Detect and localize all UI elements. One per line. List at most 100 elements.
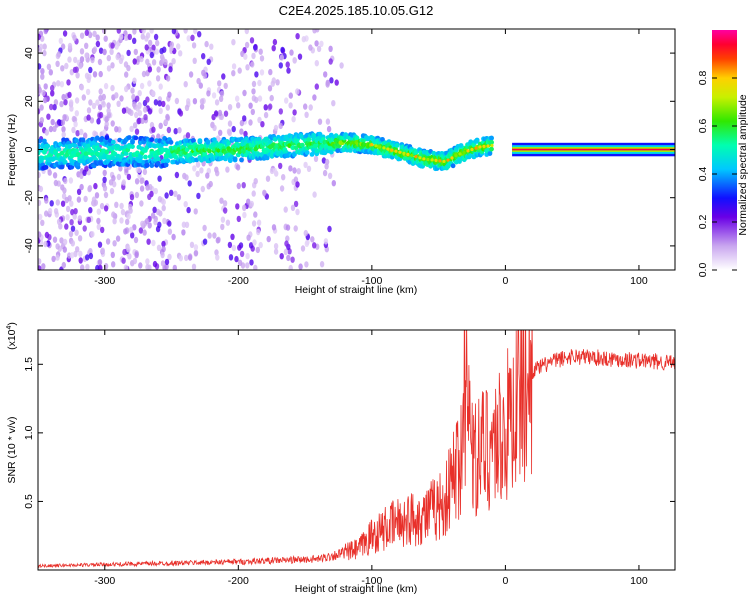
ridge-cell	[72, 143, 78, 149]
noise-cell	[215, 254, 220, 261]
noise-cell	[325, 81, 330, 88]
ridge-cell	[59, 150, 65, 156]
noise-cell	[43, 96, 48, 104]
noise-cell	[230, 233, 235, 240]
noise-cell	[155, 39, 160, 47]
noise-cell	[52, 236, 58, 243]
noise-cell	[90, 231, 95, 238]
noise-cell	[144, 44, 149, 51]
noise-cell	[243, 130, 248, 138]
noise-cell	[273, 243, 279, 250]
noise-cell	[279, 185, 285, 192]
noise-cell	[111, 261, 116, 268]
ridge-cell	[130, 139, 135, 145]
noise-cell	[120, 208, 126, 216]
noise-cell	[217, 80, 222, 87]
noise-cell	[68, 230, 74, 238]
noise-cell	[186, 35, 191, 42]
noise-cell	[98, 94, 103, 102]
noise-cell	[41, 263, 46, 270]
colorbar-ticks: 0.0 0.2 0.4 0.6 0.8	[697, 71, 737, 278]
noise-cell	[188, 71, 194, 78]
ridge-cell	[205, 139, 211, 145]
noise-cell	[126, 246, 131, 253]
noise-cell	[86, 216, 92, 223]
noise-cell	[283, 248, 289, 256]
ridge-core	[434, 158, 438, 162]
noise-cell	[52, 104, 57, 111]
noise-cell	[303, 103, 308, 110]
noise-cell	[40, 219, 45, 226]
y-tick-label: -20	[23, 190, 35, 205]
noise-cell	[242, 89, 247, 97]
noise-cell	[314, 60, 319, 67]
noise-cell	[263, 111, 269, 119]
noise-cell	[234, 255, 239, 263]
ridge-cell	[144, 163, 150, 168]
noise-cell	[313, 155, 319, 162]
colorbar-tick-label: 0.0	[697, 263, 709, 278]
noise-cell	[275, 79, 280, 86]
noise-cell	[98, 70, 103, 78]
noise-cell	[63, 177, 68, 185]
noise-cell	[235, 164, 241, 171]
noise-cell	[314, 40, 319, 47]
noise-cell	[231, 39, 236, 46]
ridge-cell	[163, 162, 169, 168]
noise-cell	[96, 118, 101, 125]
noise-cell	[253, 44, 258, 51]
noise-cell	[207, 232, 212, 239]
noise-cell	[104, 120, 109, 128]
noise-cell	[251, 88, 256, 95]
noise-cell	[74, 110, 80, 117]
ridge-cell	[126, 135, 132, 140]
noise-cell	[151, 239, 156, 247]
noise-cell	[86, 107, 92, 114]
noise-cell	[271, 224, 277, 231]
x-tick-label: 0	[502, 275, 508, 287]
noise-cell	[132, 37, 137, 44]
noise-cell	[280, 46, 285, 54]
noise-cell	[278, 108, 283, 115]
noise-cell	[168, 66, 173, 73]
noise-cell	[263, 104, 268, 111]
noise-cell	[97, 241, 103, 248]
ridge-core	[402, 151, 406, 155]
noise-cell	[292, 57, 297, 64]
noise-cell	[312, 191, 317, 198]
noise-cell	[151, 90, 156, 97]
noise-cell	[323, 71, 328, 78]
noise-cell	[121, 257, 126, 264]
noise-cell	[236, 102, 241, 109]
noise-cell	[151, 44, 156, 51]
noise-cell	[106, 54, 112, 62]
noise-cell	[244, 41, 250, 49]
noise-cell	[169, 45, 174, 52]
ridge-cell	[130, 144, 135, 150]
noise-cell	[184, 104, 190, 112]
noise-cell	[256, 228, 261, 236]
noise-cell	[221, 73, 226, 80]
ridge-cell	[155, 161, 161, 166]
noise-cell	[94, 192, 100, 199]
noise-cell	[84, 42, 89, 49]
noise-cell	[79, 56, 85, 63]
noise-cell	[225, 219, 231, 226]
noise-cell	[89, 117, 95, 124]
noise-cell	[248, 119, 253, 126]
noise-cell	[327, 225, 332, 233]
noise-cell	[114, 201, 119, 208]
noise-cell	[62, 30, 68, 37]
noise-cell	[55, 243, 60, 250]
noise-cell	[98, 47, 104, 54]
x-tick-label: -300	[94, 275, 115, 287]
noise-cell	[65, 214, 70, 221]
noise-cell	[190, 34, 195, 41]
noise-cell	[178, 110, 184, 117]
noise-cell	[68, 177, 74, 184]
ridge-cell	[80, 137, 86, 143]
noise-cell	[79, 172, 84, 179]
noise-cell	[53, 208, 59, 215]
noise-cell	[165, 104, 170, 111]
noise-cell	[223, 110, 229, 117]
